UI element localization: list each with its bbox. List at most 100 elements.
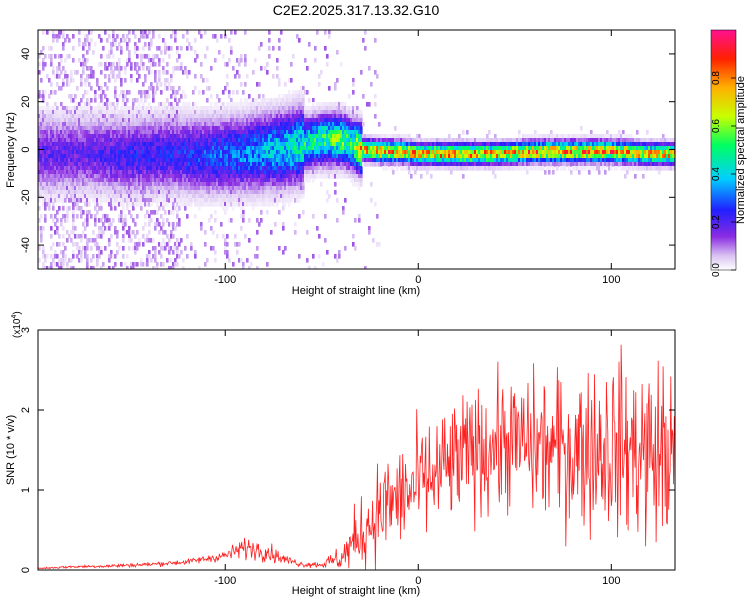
spectrogram-cell [196,170,199,175]
spectrogram-cell [130,162,133,167]
spectrogram-cell [104,66,107,71]
spectrogram-cell [82,42,85,47]
spectrogram-cell [42,62,45,67]
spectrogram-cell [268,178,271,183]
spectrogram-cell [248,138,251,143]
spectrogram-cell [110,234,113,239]
spectrogram-cell [52,166,55,171]
spectrogram-cell [294,198,297,203]
spectrogram-cell [220,190,223,195]
spectrogram-cell [52,130,55,135]
spectrogram-cell [172,226,175,231]
spectrogram-cell [68,126,71,131]
spectrogram-cell [332,150,335,155]
spectrogram-cell [102,194,105,199]
spectrogram-cell [98,118,101,123]
spectrogram-cell [102,110,105,115]
spectrogram-cell [42,186,45,191]
spectrogram-cell [80,142,83,147]
spectrogram-cell [230,46,233,51]
spectrogram-cell [124,114,127,119]
spectrogram-cell [38,62,41,67]
spectrogram-cell [116,158,119,163]
spectrogram-cell [150,118,153,123]
spectrogram-cell [326,142,329,147]
spectrogram-cell [296,98,299,103]
spectrogram-cell [202,130,205,135]
spectrogram-cell [308,110,311,115]
spectrogram-cell [302,210,305,215]
spectrogram-cell [46,194,49,199]
spectrogram-cell [186,114,189,119]
spectrogram-cell [316,114,319,119]
spectrogram-cell [100,106,103,111]
spectrogram-cell [292,142,295,147]
spectrogram-cell [88,142,91,147]
spectrogram-cell [74,174,77,179]
spectrogram-cell [140,154,143,159]
spectrogram-cell [222,182,225,187]
spectrogram-cell [200,178,203,183]
spectrogram-cell [300,94,303,99]
spectrogram-cell [212,170,215,175]
spectrogram-cell [42,98,45,103]
spectrogram-cell [120,50,123,55]
spectrogram-cell [152,130,155,135]
spectrogram-cell [212,202,215,207]
spectrogram-cell [192,106,195,111]
spectrogram-cell [48,54,51,59]
spectrogram-cell [332,118,335,123]
spectrogram-cell [146,182,149,187]
spectrogram-cell [52,190,55,195]
spectrogram-cell [166,174,169,179]
spectrogram-cell [104,62,107,67]
spectrogram-cell [142,134,145,139]
spectrogram-cell [106,190,109,195]
spectrogram-cell [210,182,213,187]
spectrogram-cell [256,230,259,235]
spectrogram-cell [152,134,155,139]
spectrogram-cell [144,166,147,171]
spectrogram-cell [270,190,273,195]
spectrogram-cell [112,174,115,179]
spectrogram-cell [256,118,259,123]
spectrogram-cell [248,218,251,223]
spectrogram-cell [254,134,257,139]
spectrogram-cell [86,74,89,79]
spectrogram-cell [130,150,133,155]
spectrogram-cell [342,134,345,139]
spectrogram-cell [44,106,47,111]
spectrogram-cell [322,146,325,151]
spectrogram-cell [310,106,313,111]
spectrogram-cell [140,158,143,163]
spectrogram-cell [274,154,277,159]
spectrogram-cell [118,122,121,127]
spectrogram-cell [294,194,297,199]
spectrogram-cell [144,174,147,179]
spectrogram-cell [100,178,103,183]
spectrogram-cell [90,138,93,143]
spectrogram-cell [314,142,317,147]
spectrogram-cell [102,126,105,131]
spectrogram-cell [342,162,345,167]
spectrogram-cell [218,194,221,199]
spectrogram-cell [56,122,59,127]
spectrogram-cell [330,142,333,147]
spectrogram-cell [240,130,243,135]
spectrogram-cell [114,122,117,127]
spectrogram-cell [328,102,331,107]
spectrogram-cell [154,250,157,255]
spectrogram-cell [194,86,197,91]
spectrogram-cell [66,106,69,111]
spectrogram-cell [142,202,145,207]
spectrogram-cell [294,190,297,195]
spectrogram-cell [220,138,223,143]
spectrogram-cell [68,38,71,43]
spectrogram-cell [146,174,149,179]
spectrogram-cell [212,106,215,111]
spectrogram-cell [54,254,57,259]
spectrogram-cell [84,134,87,139]
spectrogram-cell [110,122,113,127]
spectrogram-cell [52,118,55,123]
spectrogram-cell [230,178,233,183]
